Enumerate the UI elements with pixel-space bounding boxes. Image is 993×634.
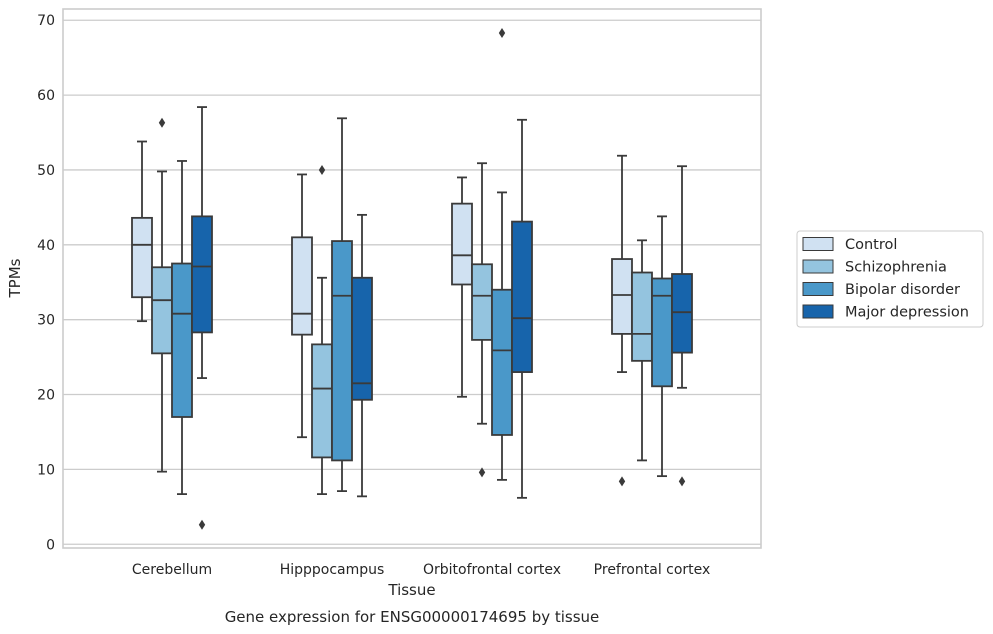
box-iqr (472, 264, 492, 340)
box-series (132, 28, 692, 530)
box-iqr (192, 216, 212, 332)
box-prefrontal-cortex-control (612, 156, 632, 487)
box-iqr (292, 237, 312, 334)
y-tick-label: 10 (37, 462, 55, 478)
box-hipppocampus-bipolar-disorder (332, 118, 352, 491)
legend-label: Bipolar disorder (845, 282, 960, 298)
box-prefrontal-cortex-major-depression (672, 166, 692, 486)
outlier-point (679, 476, 685, 486)
y-tick-label: 50 (37, 163, 55, 179)
box-prefrontal-cortex-schizophrenia (632, 240, 652, 460)
box-iqr (152, 267, 172, 353)
box-iqr (452, 204, 472, 285)
y-axis-label: TPMs (6, 258, 24, 298)
box-iqr (652, 279, 672, 387)
outlier-point (499, 28, 505, 38)
box-cerebellum-control (132, 142, 152, 322)
box-orbitofrontal-cortex-schizophrenia (472, 163, 492, 477)
box-orbitofrontal-cortex-bipolar-disorder (492, 28, 512, 480)
outlier-point (319, 165, 325, 175)
legend-label: Schizophrenia (845, 260, 947, 276)
box-iqr (632, 273, 652, 361)
legend: Control Schizophrenia Bipolar disorder Majo… (797, 231, 983, 327)
box-iqr (352, 278, 372, 400)
outlier-point (199, 520, 205, 530)
box-iqr (132, 218, 152, 297)
x-axis-label: Tissue (387, 581, 435, 599)
box-iqr (612, 259, 632, 334)
x-tick-labels: Cerebellum Hipppocampus Orbitofrontal cort… (132, 562, 710, 578)
y-tick-label: 0 (46, 537, 55, 553)
x-tick-label: Orbitofrontal cortex (423, 562, 561, 578)
y-tick-label: 30 (37, 313, 55, 329)
box-iqr (172, 264, 192, 417)
outlier-point (159, 118, 165, 128)
legend-label: Major depression (845, 305, 969, 321)
y-tick-label: 40 (37, 238, 55, 254)
box-iqr (332, 241, 352, 460)
box-iqr (512, 222, 532, 372)
box-prefrontal-cortex-bipolar-disorder (652, 216, 672, 476)
y-tick-label: 60 (37, 88, 55, 104)
legend-swatch (803, 283, 833, 296)
x-tick-label: Hipppocampus (280, 562, 385, 578)
legend-swatch (803, 238, 833, 251)
box-hipppocampus-control (292, 174, 312, 437)
box-iqr (312, 344, 332, 457)
legend-swatch (803, 305, 833, 318)
box-orbitofrontal-cortex-control (452, 177, 472, 396)
outlier-point (619, 476, 625, 486)
y-tick-label: 20 (37, 388, 55, 404)
box-orbitofrontal-cortex-major-depression (512, 120, 532, 498)
legend-swatch (803, 260, 833, 273)
box-plot-chart: 0 10 20 30 40 50 60 70 Cerebellum Hipppocampus Or… (0, 0, 993, 634)
chart-caption: Gene expression for ENSG00000174695 by t… (225, 608, 600, 626)
box-cerebellum-schizophrenia (152, 118, 172, 472)
box-iqr (492, 290, 512, 435)
y-tick-labels: 0 10 20 30 40 50 60 70 (37, 13, 55, 553)
box-iqr (672, 274, 692, 353)
box-hipppocampus-schizophrenia (312, 165, 332, 494)
y-tick-label: 70 (37, 13, 55, 29)
box-cerebellum-bipolar-disorder (172, 161, 192, 494)
x-tick-label: Prefrontal cortex (594, 562, 711, 578)
box-hipppocampus-major-depression (352, 215, 372, 496)
x-tick-label: Cerebellum (132, 562, 212, 578)
legend-label: Control (845, 237, 897, 253)
